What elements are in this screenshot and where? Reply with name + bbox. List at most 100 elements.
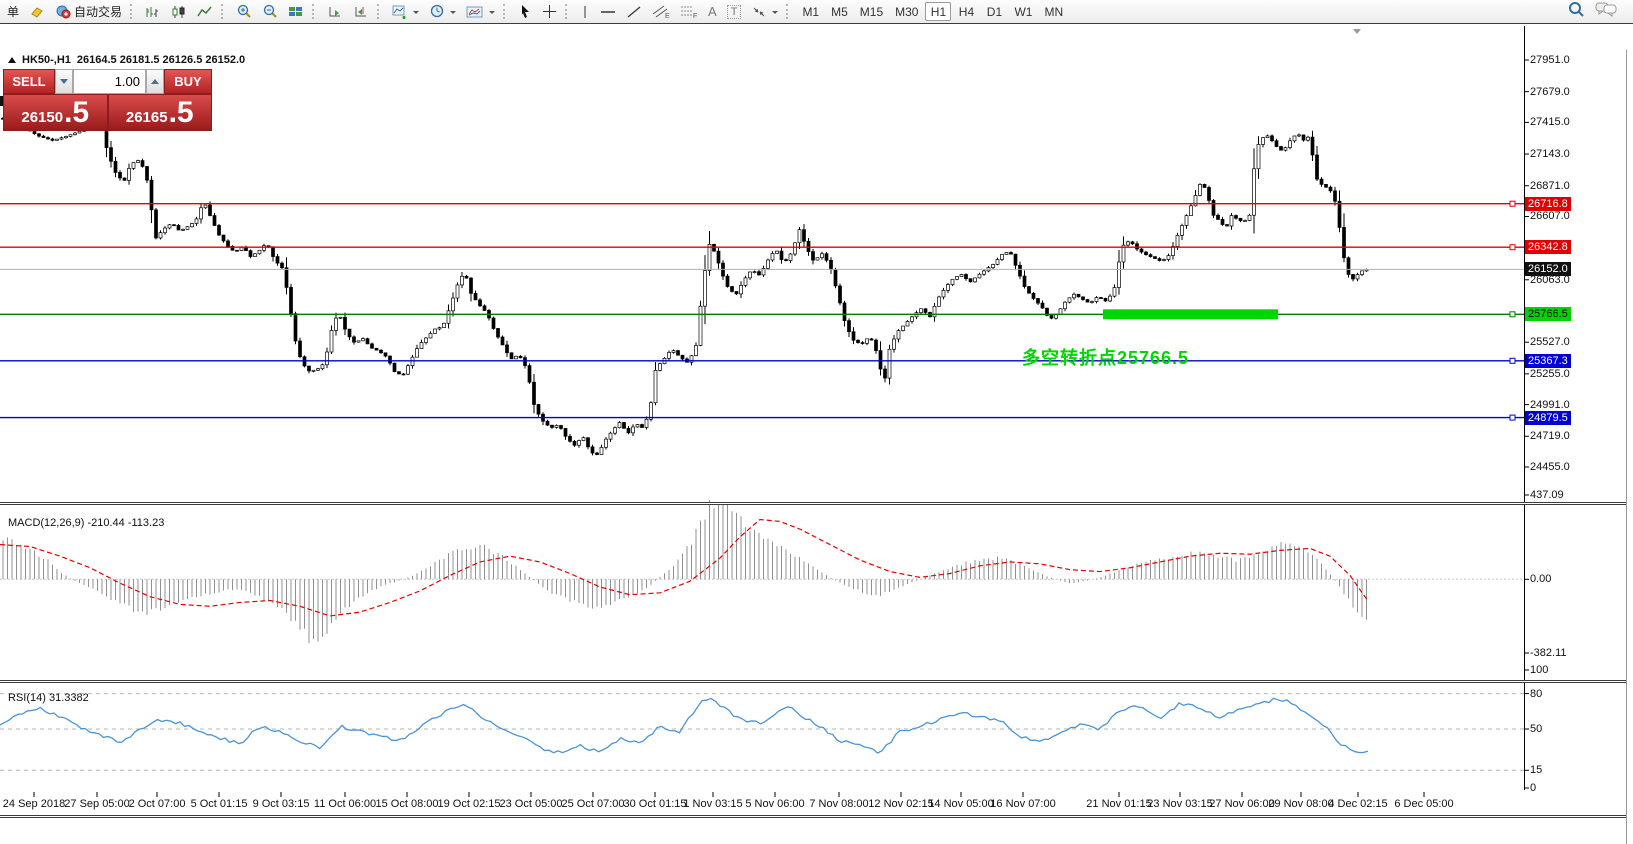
buy-price-button[interactable]: 26165 .5 [107, 94, 212, 131]
buy-label: BUY [174, 74, 202, 89]
zoom-out-button[interactable] [258, 2, 282, 22]
toolbar-grip [377, 4, 383, 19]
one-click-trading-panel: SELL BUY 26150 .5 26165 .5 [3, 69, 212, 131]
dropdown-caret-icon [450, 10, 457, 17]
vertical-line-button[interactable] [576, 2, 594, 22]
chart-profile-button[interactable] [462, 2, 499, 22]
volume-increase-button[interactable] [146, 69, 164, 94]
fibonacci-button[interactable]: F [676, 2, 702, 22]
new-order-button[interactable]: 单 [3, 2, 23, 22]
search-icon[interactable] [1568, 1, 1585, 23]
equidistant-channel-icon: E [652, 4, 670, 19]
spinner-up-icon [151, 75, 159, 84]
rsi-line [0, 697, 1369, 754]
chart-profile-icon [466, 5, 484, 19]
periods-clock-icon [429, 4, 445, 19]
timeframe-m30-button[interactable]: M30 [890, 2, 923, 21]
text-icon: A [708, 4, 717, 19]
collapse-panel-triangle-icon[interactable] [8, 53, 16, 63]
crosshair-icon [542, 4, 557, 19]
pane-separator[interactable] [0, 502, 1626, 505]
new-order-label: 单 [7, 5, 20, 19]
sell-price-button[interactable]: 26150 .5 [3, 94, 108, 131]
line-chart-button[interactable] [193, 2, 217, 22]
sell-price-frac: .5 [64, 96, 90, 129]
chart-plot [0, 26, 1529, 797]
add-indicator-button[interactable] [388, 2, 423, 22]
rsi-indicator-label: RSI(14) 31.3382 [8, 692, 89, 704]
tile-windows-button[interactable] [284, 2, 308, 22]
trade-panel-prices: 26150 .5 26165 .5 [3, 94, 212, 131]
window-edge [1626, 50, 1627, 844]
timeframe-h1-button[interactable]: H1 [925, 2, 952, 21]
timeframe-d1-button[interactable]: D1 [981, 2, 1007, 21]
dropdown-caret-icon [772, 10, 779, 17]
autotrading-button[interactable]: 自动交易 [51, 2, 126, 22]
cursor-button[interactable] [514, 2, 536, 22]
horizontal-line-button[interactable] [596, 2, 620, 22]
pivot-highlight-bar[interactable] [1103, 309, 1278, 320]
price-axis[interactable] [1524, 26, 1529, 790]
channel-letter: E [665, 13, 670, 19]
text-label-button[interactable]: T [723, 2, 746, 22]
trendline-button[interactable] [622, 2, 646, 22]
toolbar-grip [221, 4, 227, 19]
chart-object-icon [29, 5, 45, 19]
arrows-icon [751, 5, 767, 19]
pane-separator [0, 815, 1626, 818]
sell-button[interactable]: SELL [3, 69, 55, 94]
text-label-icon: T [726, 4, 742, 19]
macd-pane [0, 500, 1524, 643]
buy-button[interactable]: BUY [164, 69, 212, 94]
volume-input[interactable] [73, 69, 146, 94]
dropdown-caret-icon [489, 10, 496, 17]
line-anchor-handle[interactable] [1509, 311, 1516, 318]
timeframe-m5-button[interactable]: M5 [826, 2, 853, 21]
timeframe-h4-button[interactable]: H4 [953, 2, 979, 21]
horizontal-lines [0, 200, 1524, 421]
timeframe-m1-button[interactable]: M1 [797, 2, 824, 21]
pane-separator[interactable] [0, 680, 1626, 683]
time-axis[interactable] [33, 792, 1425, 797]
dropdown-caret-icon [413, 10, 420, 17]
pivot-annotation-text[interactable]: 多空转折点25766.5 [1022, 348, 1190, 368]
timeframe-w1-button[interactable]: W1 [1009, 2, 1037, 21]
volume-decrease-button[interactable] [55, 69, 73, 94]
chart-shift-marker[interactable] [1353, 29, 1361, 34]
line-anchor-handle[interactable] [1509, 244, 1516, 251]
rsi-pane [0, 693, 1524, 771]
periods-button[interactable] [425, 2, 460, 22]
arrows-button[interactable] [747, 2, 782, 22]
auto-scroll-icon [327, 5, 343, 19]
timeframe-group: M1 M5 M15 M30 H1 H4 D1 W1 MN [796, 2, 1069, 21]
bar-chart-button[interactable] [141, 2, 165, 22]
candlestick-series [1, 114, 1369, 456]
add-indicator-icon [392, 5, 408, 19]
chart-header: HK50-,H1 26164.5 26181.5 26126.5 26152.0 [8, 54, 245, 66]
chart-object-button[interactable] [25, 2, 49, 22]
zoom-in-button[interactable] [232, 2, 256, 22]
timeframe-m15-button[interactable]: M15 [855, 2, 888, 21]
main-toolbar: 单 自动交易 E F A T M1 M5 M15 M30 H1 H4 D1 W1 MN [0, 0, 1633, 24]
tile-windows-icon [288, 5, 304, 19]
chart-area: HK50-,H1 26164.5 26181.5 26126.5 26152.0… [0, 25, 1633, 844]
trade-panel-top: SELL BUY [3, 69, 212, 94]
line-anchor-handle[interactable] [1509, 200, 1516, 207]
timeframe-mn-button[interactable]: MN [1039, 2, 1068, 21]
candlestick-chart-icon [171, 5, 187, 19]
buy-price-main: 26165 [125, 109, 168, 126]
symbol-title: HK50-,H1 [22, 54, 71, 66]
line-anchor-handle[interactable] [1509, 414, 1516, 421]
toolbar-grip [312, 4, 318, 19]
crosshair-button[interactable] [538, 2, 561, 22]
chart-shift-icon [353, 5, 369, 19]
auto-scroll-button[interactable] [323, 2, 347, 22]
candlestick-chart-button[interactable] [167, 2, 191, 22]
equidistant-channel-button[interactable]: E [648, 2, 674, 22]
text-button[interactable]: A [704, 2, 721, 22]
chart-shift-button[interactable] [349, 2, 373, 22]
ohlc-values: 26164.5 26181.5 26126.5 26152.0 [76, 54, 246, 66]
line-anchor-handle[interactable] [1509, 357, 1516, 364]
chat-icon[interactable] [1595, 1, 1617, 22]
bar-chart-icon [145, 5, 161, 19]
